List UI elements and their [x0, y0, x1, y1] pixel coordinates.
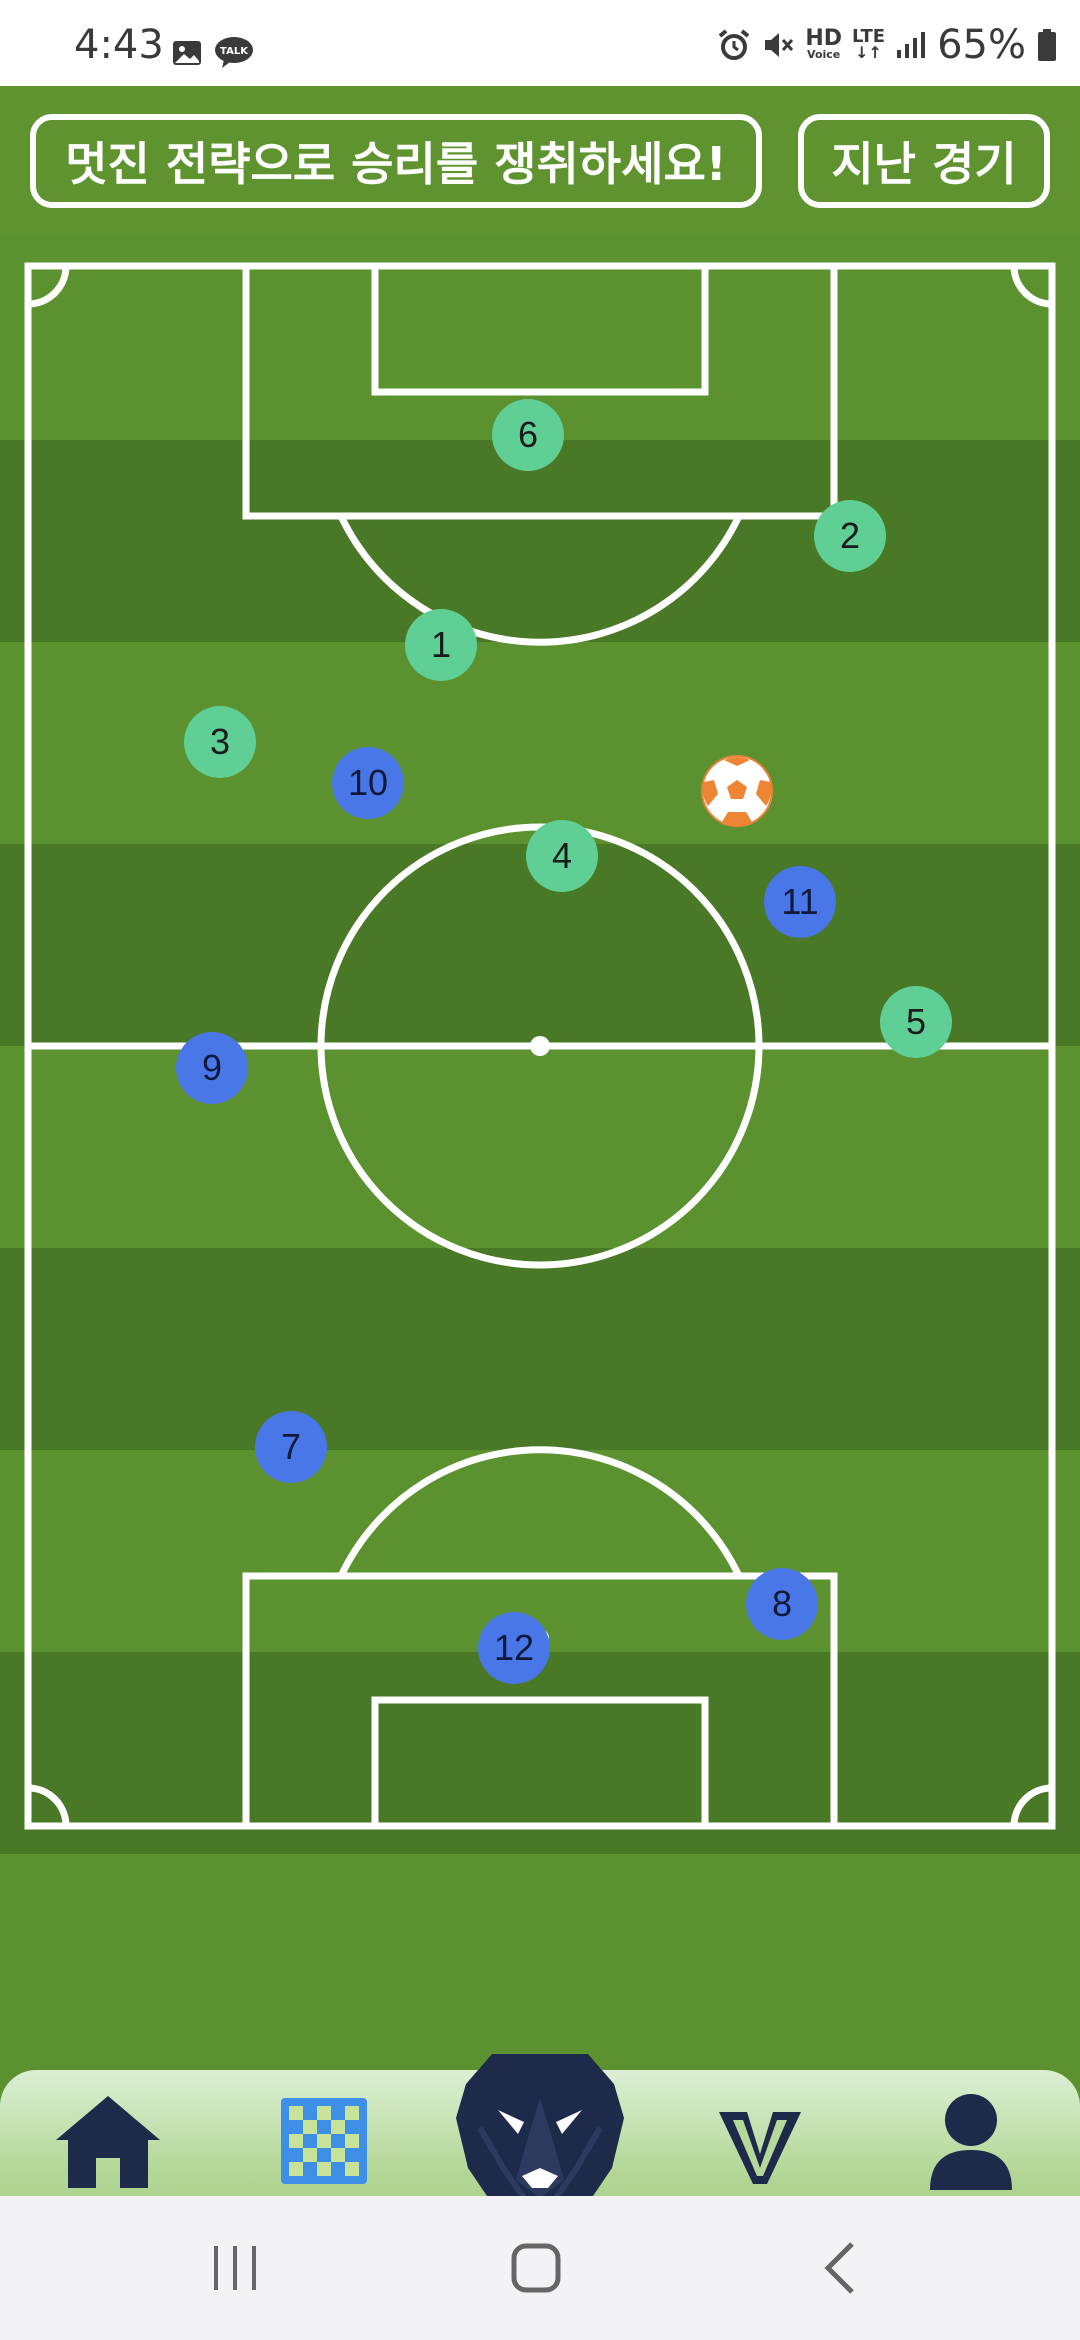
voice-label: Voice [807, 48, 841, 61]
soccer-ball-icon[interactable] [700, 754, 774, 828]
slogan-button[interactable]: 멋진 전략으로 승리를 쟁취하세요! [30, 114, 762, 208]
status-bar: 4:43 TALK HD Voice LTE ↓↑ [0, 0, 1080, 86]
nav-tactics-board[interactable]: 전술보드 [234, 2070, 414, 2273]
grass-stripe [0, 1248, 1080, 1450]
alarm-icon [719, 29, 750, 60]
header-bar: 멋진 전략으로 승리를 쟁취하세요! 지난 경기 [0, 86, 1080, 236]
nav-home[interactable]: 홈 [48, 2070, 168, 2273]
player-green-1[interactable]: 1 [405, 609, 477, 681]
lion-logo-icon [456, 2054, 624, 2240]
grass-stripe [0, 642, 1080, 844]
player-blue-12[interactable]: 12 [478, 1612, 550, 1684]
mercenary-club-icon [719, 2112, 801, 2184]
player-blue-9[interactable]: 9 [176, 1032, 248, 1104]
hd-voice-icon: HD Voice [805, 26, 843, 61]
last-match-button[interactable]: 지난 경기 [798, 114, 1050, 208]
recents-icon[interactable] [210, 2242, 260, 2292]
kakaotalk-icon: TALK [215, 37, 253, 68]
mute-icon [765, 33, 794, 57]
player-green-4[interactable]: 4 [526, 820, 598, 892]
status-notification-icons: TALK [172, 36, 254, 70]
home-icon [56, 2096, 160, 2188]
back-icon[interactable] [820, 2240, 860, 2296]
hd-label: HD [805, 26, 843, 51]
tactics-board-icon [281, 2098, 367, 2184]
battery-percent: 65% [937, 22, 1026, 68]
status-right-icons: HD Voice LTE ↓↑ 65% [717, 22, 1058, 68]
signal-icon [897, 32, 926, 58]
player-blue-11[interactable]: 11 [764, 866, 836, 938]
home-icon[interactable] [510, 2242, 562, 2294]
player-green-6[interactable]: 6 [492, 399, 564, 471]
gallery-icon [173, 41, 201, 65]
status-time: 4:43 [74, 22, 164, 68]
grass-stripe [0, 1450, 1080, 1652]
profile-icon [930, 2094, 1012, 2190]
nav-mercenary-club[interactable]: 용병/클럽 [670, 2070, 850, 2273]
lte-label: LTE [852, 26, 886, 47]
lte-icon: LTE ↓↑ [852, 26, 886, 62]
grass-stripe [0, 440, 1080, 642]
player-green-5[interactable]: 5 [880, 986, 952, 1058]
battery-icon [1038, 29, 1056, 61]
player-green-3[interactable]: 3 [184, 706, 256, 778]
player-blue-8[interactable]: 8 [746, 1568, 818, 1640]
player-blue-10[interactable]: 10 [332, 747, 404, 819]
player-blue-7[interactable]: 7 [255, 1411, 327, 1483]
svg-text:TALK: TALK [220, 46, 249, 57]
player-green-2[interactable]: 2 [814, 500, 886, 572]
nav-my-info[interactable]: 내정보 [906, 2070, 1036, 2273]
soccer-field[interactable]: 1 2 3 4 5 6 7 8 9 10 11 12 [0, 244, 1080, 1854]
app-content: 멋진 전략으로 승리를 쟁취하세요! 지난 경기 [0, 86, 1080, 2282]
system-navigation-bar [0, 2196, 1080, 2340]
grass-stripe [0, 1652, 1080, 1854]
lte-arrows: ↓↑ [855, 43, 882, 62]
nav-center-logo[interactable] [448, 2048, 632, 2244]
